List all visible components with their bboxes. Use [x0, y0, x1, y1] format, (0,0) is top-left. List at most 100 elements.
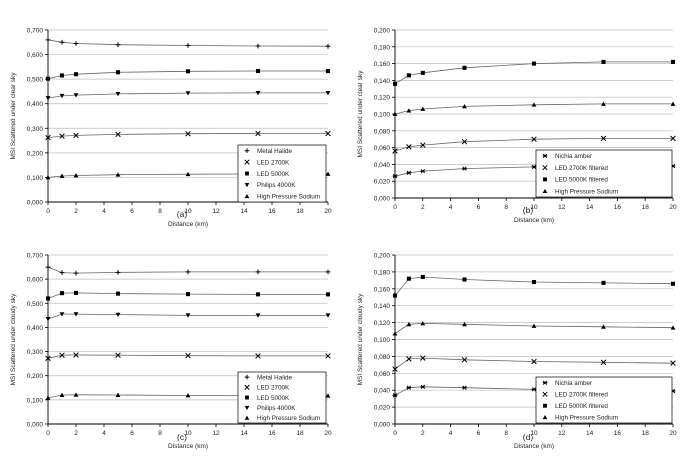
series-led-5000k: [45, 290, 331, 301]
data-point: [601, 59, 606, 64]
data-point: [59, 39, 65, 45]
data-point: [462, 385, 467, 390]
data-point: [406, 170, 412, 175]
y-tick-label: 0,040: [374, 388, 391, 395]
legend: Metal Halide LED 2700K LED 5000K Philips 40…: [237, 144, 327, 203]
legend-entry: Nichia amber: [555, 380, 592, 387]
x-tick-label: 14: [240, 430, 248, 437]
y-tick-label: 0,140: [374, 78, 391, 85]
data-point: [255, 130, 261, 137]
data-point: [185, 269, 191, 275]
y-tick-label: 0,600: [27, 277, 44, 284]
data-point: [392, 81, 398, 86]
data-point: [406, 73, 411, 78]
y-axis-title: MSI Scattered under cloudy sky: [357, 293, 364, 386]
legend-box: [535, 149, 673, 198]
x-tick-label: 2: [421, 204, 425, 211]
y-tick-label: 0,000: [27, 422, 44, 429]
y-tick-label: 0,100: [27, 175, 44, 182]
data-point: [73, 173, 79, 178]
data-point: [115, 172, 121, 177]
data-point: [73, 93, 79, 98]
legend: Metal Halide LED 2700K LED 5000K Philips 40…: [237, 371, 327, 424]
legend-marker: [542, 391, 548, 397]
data-point: [392, 331, 398, 336]
data-point: [115, 131, 121, 138]
data-point: [45, 355, 51, 362]
data-point: [406, 356, 412, 362]
series-metal-halide: [45, 37, 331, 49]
data-point: [461, 138, 468, 145]
x-tick-label: 0: [393, 430, 397, 437]
series-led-2700k-filtered: [392, 355, 676, 372]
x-tick-label: 4: [102, 208, 106, 215]
data-point: [600, 359, 607, 366]
legend-entry: LED 5000K: [257, 171, 290, 178]
data-point: [670, 325, 676, 330]
data-point: [420, 168, 426, 174]
legend-marker: [244, 405, 250, 410]
x-tick-label: 6: [477, 430, 481, 437]
data-point: [45, 317, 51, 322]
data-point: [531, 102, 537, 107]
y-tick-label: 0,400: [27, 101, 44, 108]
data-point: [406, 321, 412, 327]
x-tick-label: 20: [324, 208, 332, 215]
y-tick-label: 0,700: [27, 253, 44, 260]
legend-entry: Nichia amber: [555, 153, 592, 160]
y-axis-title: MSI Scattered under cloudy sky: [10, 293, 17, 386]
y-tick-label: 0,060: [374, 371, 391, 378]
x-axis-title: Distance (km): [168, 221, 208, 228]
x-tick-label: 0: [46, 208, 50, 215]
legend-entry: Metal Halide: [257, 148, 292, 155]
data-point: [601, 280, 606, 285]
data-point: [45, 134, 51, 141]
y-tick-label: 0,080: [374, 128, 391, 135]
data-point: [73, 270, 79, 276]
data-point: [45, 395, 51, 400]
data-point: [420, 321, 426, 326]
data-point: [531, 323, 537, 328]
data-point: [601, 101, 606, 106]
y-axis-title: MSI Scattered under clear sky: [357, 70, 364, 158]
data-point: [59, 352, 65, 358]
legend: Nichia amber LED 2700K filtered LED 5000K …: [535, 149, 673, 198]
series-line: [394, 276, 674, 296]
legend-marker: [543, 177, 547, 182]
y-tick-label: 0,100: [374, 337, 391, 344]
legend-entry: Philips 4000K: [257, 405, 296, 412]
data-point: [59, 291, 65, 296]
legend-marker: [244, 194, 250, 199]
series-led-2700k: [45, 352, 331, 362]
panel-caption: (b): [523, 205, 534, 215]
data-point: [420, 70, 425, 75]
y-tick-label: 0,180: [374, 44, 391, 51]
legend-marker: [244, 159, 250, 165]
legend-entry: LED 5000K filtered: [555, 403, 608, 410]
data-point: [325, 393, 331, 398]
data-point: [59, 93, 65, 99]
x-tick-label: 4: [102, 430, 106, 437]
legend-marker: [244, 183, 250, 188]
legend-entry: High Pressure Sodium: [257, 194, 320, 201]
x-tick-label: 6: [130, 208, 134, 215]
y-tick-label: 0,500: [27, 301, 44, 308]
data-point: [255, 313, 261, 318]
data-point: [255, 68, 261, 74]
data-point: [185, 69, 191, 74]
data-point: [325, 43, 331, 49]
data-point: [185, 91, 191, 96]
legend-marker: [543, 403, 547, 408]
y-tick-label: 0,100: [374, 112, 391, 119]
data-point: [406, 108, 412, 113]
data-point: [255, 353, 261, 359]
data-point: [59, 133, 65, 139]
chart-panel-a: 0,000 0,100 0,200 0,300 0,400 0,500 0,600 0,700…: [10, 28, 332, 229]
data-point: [406, 144, 412, 150]
data-point: [73, 41, 79, 46]
legend-marker: [542, 414, 548, 420]
data-point: [670, 281, 676, 286]
x-tick-label: 18: [642, 430, 650, 437]
data-point: [392, 366, 398, 372]
x-tick-label: 16: [614, 430, 622, 437]
